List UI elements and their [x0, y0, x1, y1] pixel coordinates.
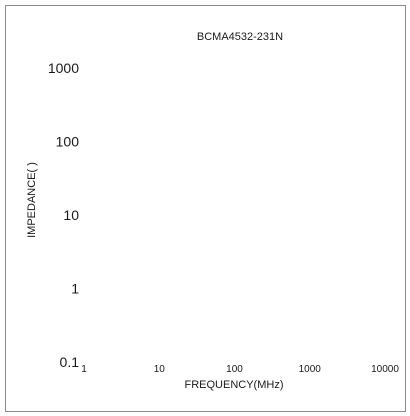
chart-title: BCMA4532-231N — [197, 31, 283, 43]
y-tick-labels: 0.1 1 10 100 1000 — [48, 60, 79, 370]
x-tick-label: 1000 — [299, 364, 322, 375]
y-tick-label: 1 — [71, 281, 79, 297]
x-tick-labels: 1 10 100 1000 10000 — [81, 364, 399, 375]
x-tick-label: 100 — [226, 364, 243, 375]
y-tick-label: 10 — [63, 207, 79, 223]
x-tick-label: 10 — [154, 364, 166, 375]
x-axis-label: FREQUENCY(MHz) — [185, 379, 284, 391]
y-tick-label: 1000 — [48, 60, 79, 76]
y-tick-label: 0.1 — [60, 354, 80, 370]
y-tick-label: 100 — [56, 134, 80, 150]
y-axis-label: IMPEDANCE( ) — [26, 162, 38, 238]
chart-frame — [5, 5, 406, 412]
x-tick-label: 1 — [81, 364, 87, 375]
x-tick-label: 10000 — [371, 364, 399, 375]
